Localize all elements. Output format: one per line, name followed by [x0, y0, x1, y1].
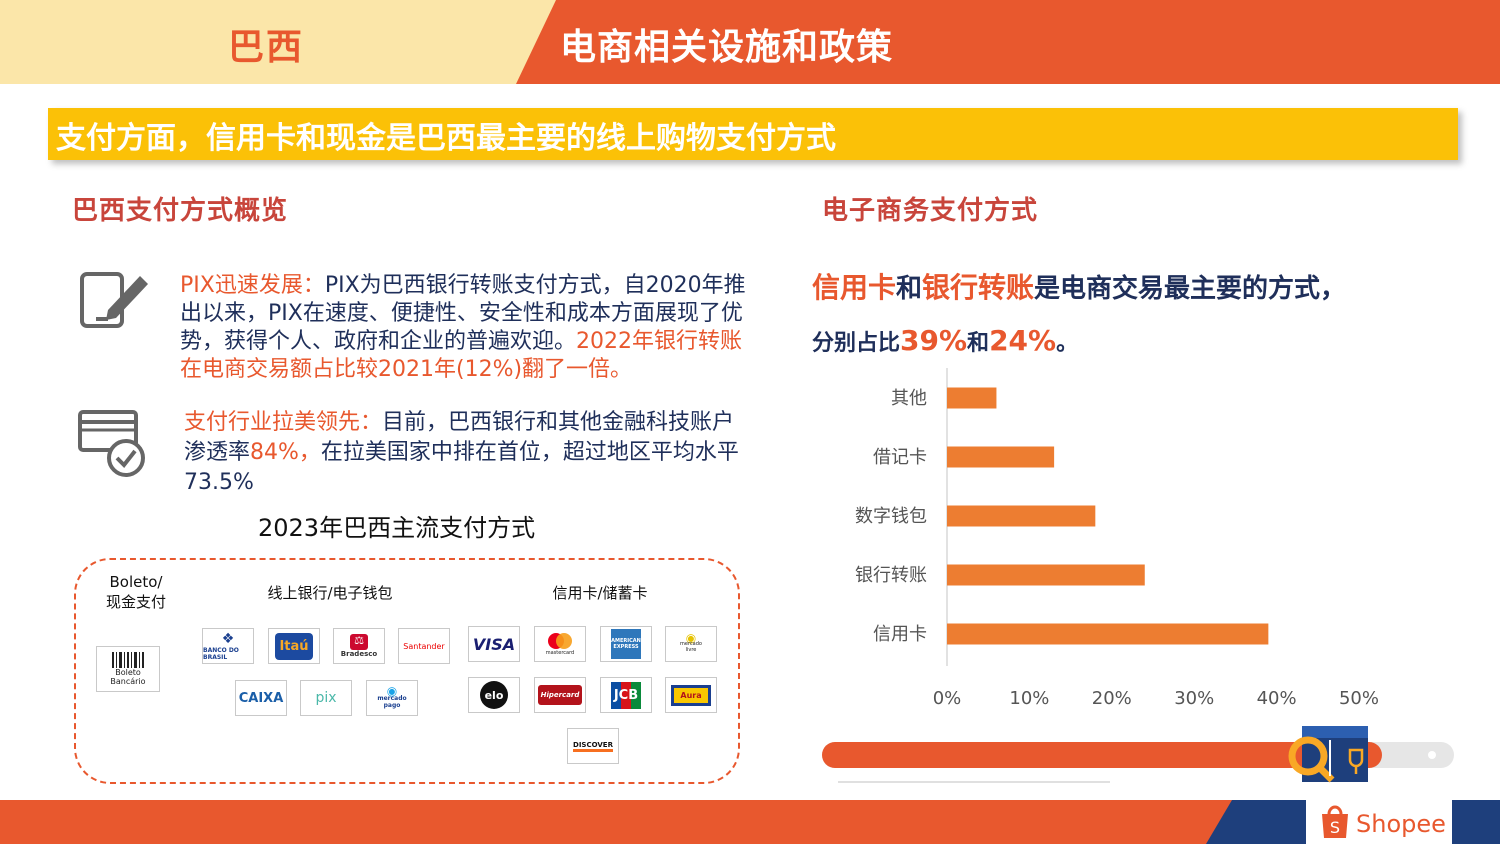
logo-mercado-pago: ◉ mercado pago [366, 680, 418, 716]
header-right-panel [516, 0, 1500, 84]
shopee-bag-icon: S [1318, 804, 1352, 844]
bar-3 [947, 564, 1145, 586]
summary-pct-1: 39% [900, 324, 968, 357]
summary-credit-card: 信用卡 [812, 271, 897, 304]
logo-itau: Itaú [268, 628, 320, 664]
industry-pct: 84%， [250, 440, 321, 465]
progress-dot [1428, 751, 1436, 759]
bar-1 [947, 446, 1055, 468]
group-label-boleto: Boleto/ 现金支付 [105, 573, 166, 611]
summary-and-1: 和 [896, 274, 923, 304]
left-section-title: 巴西支付方式概览 [72, 196, 289, 226]
methods-title: 2023年巴西主流支付方式 [258, 514, 536, 542]
logo-santander: Santander [398, 628, 450, 664]
x-tick-label-4: 40% [1257, 688, 1297, 709]
logo-mastercard: mastercard [534, 626, 586, 662]
industry-body1: 目前，巴西银行和其他金融科技账户渗透率 [184, 410, 735, 465]
boleto-logo-text: Boleto Bancário [110, 668, 146, 686]
logo-caixa: CAIXA [235, 680, 287, 716]
summary-period: 。 [1056, 331, 1079, 356]
industry-paragraph: 支付行业拉美领先：目前，巴西银行和其他金融科技账户渗透率84%，在拉美国家中排在… [184, 408, 754, 498]
summary-text-1: 是电商交易最主要的方式， [1034, 274, 1347, 304]
summary-bank-transfer: 银行转账 [922, 271, 1035, 304]
pix-highlight: 2022年银行转账在电商交易额占比较2021年(12%)翻了一倍。 [180, 329, 743, 382]
category-label-2: 数字钱包 [855, 506, 927, 527]
category-label-4: 信用卡 [873, 624, 927, 645]
shopee-wordmark: Shopee [1356, 810, 1446, 838]
logo-banco-do-brasil: ❖ BANCO DO BRASIL [202, 628, 254, 664]
logo-aura: Aura [665, 677, 717, 713]
barcode-icon [112, 652, 144, 668]
logo-mercado-livre: ◉ mercado livre [665, 626, 717, 662]
bar-0 [947, 387, 997, 409]
industry-lead: 支付行业拉美领先： [184, 410, 383, 435]
tablet-edit-icon [78, 270, 150, 330]
group-label-card: 信用卡/储蓄卡 [552, 584, 648, 602]
pix-body: PIX为巴西银行转账支付方式，自2020年推出以来，PIX在速度、便捷性、安全性… [180, 273, 746, 354]
logo-amex: AMERICAN EXPRESS [600, 626, 652, 662]
category-label-1: 借记卡 [873, 447, 927, 468]
search-bag-icon [1284, 720, 1374, 790]
category-label-3: 银行转账 [855, 565, 927, 586]
x-tick-label-1: 10% [1009, 688, 1049, 709]
divider-line [838, 781, 1110, 783]
payment-methods-box [74, 558, 740, 784]
x-tick-label-3: 30% [1174, 688, 1214, 709]
header-left-panel [0, 0, 560, 84]
logo-bradesco: ⚖ Bradesco [333, 628, 385, 664]
boleto-logo: Boleto Bancário [96, 646, 160, 692]
x-tick-label-0: 0% [933, 688, 962, 709]
logo-visa: VISA [468, 626, 520, 662]
industry-body2: 在拉美国家中排在首位，超过地区平均水平73.5% [184, 440, 739, 495]
summary-and-2: 和 [967, 331, 990, 356]
logo-elo: elo [468, 677, 520, 713]
pix-paragraph: PIX迅速发展：PIX为巴西银行转账支付方式，自2020年推出以来，PIX在速度… [180, 272, 760, 384]
chart-summary: 信用卡和银行转账是电商交易最主要的方式， 分别占比39%和24%。 [812, 262, 1346, 370]
summary-pct-2: 24% [989, 324, 1057, 357]
headline-banner [48, 108, 1458, 160]
headline-text: 支付方面，信用卡和现金是巴西最主要的线上购物支付方式 [56, 121, 836, 156]
logo-pix: pix [300, 680, 352, 716]
logo-jcb: JCB [600, 677, 652, 713]
bar-4 [947, 623, 1269, 645]
card-check-icon [78, 410, 148, 478]
category-label-0: 其他 [891, 388, 927, 409]
right-section-title: 电子商务支付方式 [822, 196, 1039, 226]
x-tick-label-2: 20% [1092, 688, 1132, 709]
logo-hipercard: Hipercard [534, 677, 586, 713]
group-label-online: 线上银行/电子钱包 [267, 584, 393, 602]
pix-lead: PIX迅速发展： [180, 273, 325, 298]
bar-2 [947, 505, 1096, 527]
svg-text:S: S [1330, 818, 1340, 837]
logo-discover: DISCOVER [567, 728, 619, 764]
header-country: 巴西 [228, 27, 305, 68]
summary-text-2: 分别占比 [812, 331, 901, 356]
x-tick-label-5: 50% [1339, 688, 1379, 709]
header-title: 电商相关设施和政策 [560, 27, 894, 68]
